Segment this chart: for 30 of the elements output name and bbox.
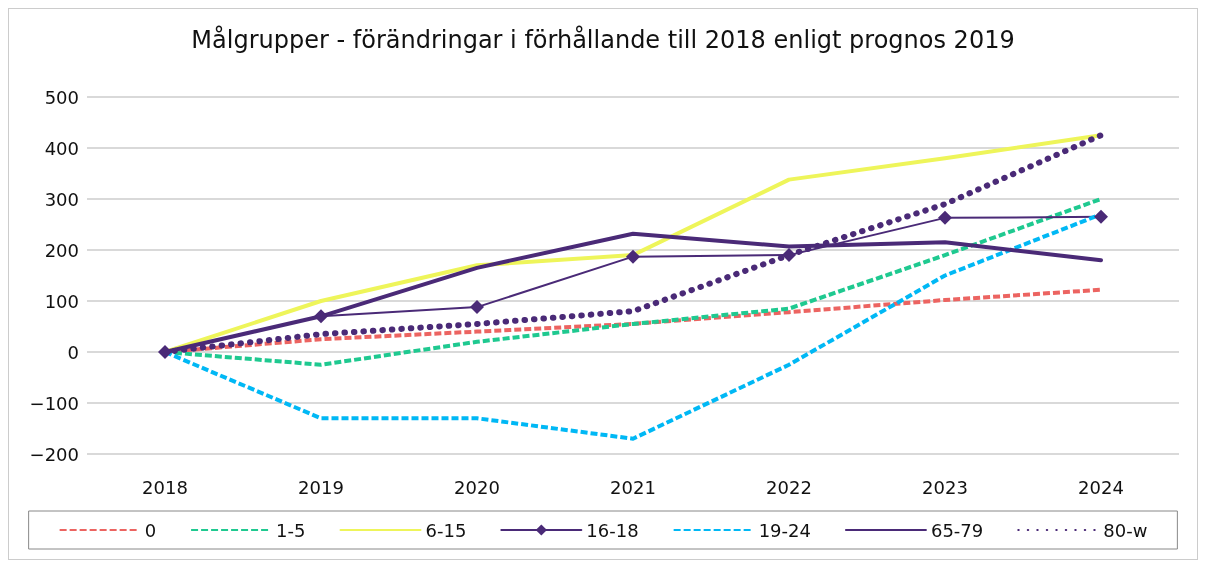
y-tick-label: 400 <box>44 137 79 159</box>
point <box>626 249 640 264</box>
legend-label: 65-79 <box>930 519 984 541</box>
chart-title: Målgrupper - förändringar i förhållande till 2018 enligt prognos 2019 <box>191 25 1015 54</box>
legend-label: 16-18 <box>586 519 639 541</box>
x-tick-label: 2023 <box>922 476 968 498</box>
legend-label: 6-15 <box>425 519 467 541</box>
point <box>1094 209 1108 224</box>
x-tick-label: 2020 <box>454 476 500 498</box>
legend-label: 0 <box>144 519 157 541</box>
legend-label: 80-w <box>1103 519 1148 541</box>
point <box>158 345 172 359</box>
y-tick-label: 100 <box>44 290 79 312</box>
y-tick-label: −100 <box>29 392 79 414</box>
legend-label: 19-24 <box>758 519 811 541</box>
point <box>938 210 952 225</box>
point <box>314 309 328 324</box>
y-tick-label: 200 <box>44 239 79 261</box>
y-tick-label: −200 <box>29 443 79 465</box>
point <box>470 300 484 315</box>
legend-label: 1-5 <box>276 519 306 541</box>
point <box>782 248 796 263</box>
x-tick-label: 2018 <box>142 476 188 498</box>
x-tick-label: 2019 <box>298 476 344 498</box>
x-tick-label: 2021 <box>610 476 656 498</box>
y-tick-label: 300 <box>44 188 79 210</box>
y-tick-label: 500 <box>44 86 79 108</box>
x-tick-label: 2024 <box>1078 476 1124 498</box>
y-tick-label: 0 <box>67 341 79 363</box>
x-tick-label: 2022 <box>766 476 812 498</box>
